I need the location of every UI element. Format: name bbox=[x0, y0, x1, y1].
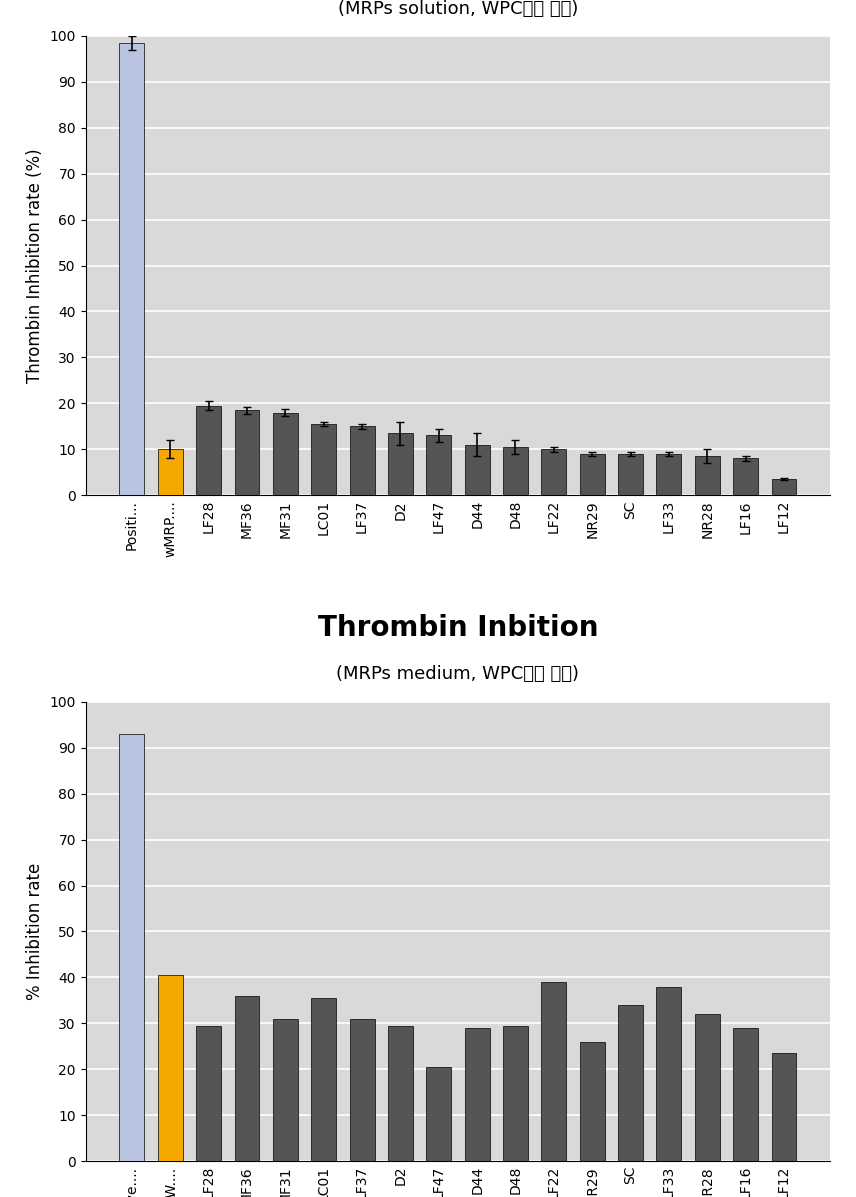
Text: (MRPs medium, WPC선발 균주): (MRPs medium, WPC선발 균주) bbox=[336, 666, 580, 683]
Bar bbox=[120, 734, 145, 1161]
Bar bbox=[235, 411, 259, 496]
Bar bbox=[349, 426, 375, 496]
Bar bbox=[426, 1067, 451, 1161]
Bar bbox=[541, 982, 567, 1161]
Bar bbox=[158, 449, 182, 496]
Bar bbox=[273, 413, 298, 496]
Bar bbox=[734, 458, 758, 496]
Bar bbox=[771, 479, 796, 496]
Bar bbox=[349, 1019, 375, 1161]
Bar bbox=[503, 446, 528, 496]
Bar bbox=[580, 454, 604, 496]
Bar bbox=[388, 433, 413, 496]
Bar bbox=[734, 1028, 758, 1161]
Bar bbox=[235, 996, 259, 1161]
Bar bbox=[657, 986, 681, 1161]
Bar bbox=[541, 449, 567, 496]
Bar bbox=[618, 454, 643, 496]
Bar bbox=[465, 444, 490, 496]
Bar bbox=[196, 1026, 221, 1161]
Bar bbox=[618, 1005, 643, 1161]
Text: Thrombin Inbition: Thrombin Inbition bbox=[318, 614, 598, 642]
Bar bbox=[695, 1014, 720, 1161]
Bar bbox=[503, 1026, 528, 1161]
Bar bbox=[580, 1041, 604, 1161]
Bar bbox=[312, 998, 336, 1161]
Bar bbox=[771, 1053, 796, 1161]
Bar bbox=[465, 1028, 490, 1161]
Bar bbox=[388, 1026, 413, 1161]
Y-axis label: Thrombin Inhibition rate (%): Thrombin Inhibition rate (%) bbox=[26, 148, 44, 383]
Bar bbox=[657, 454, 681, 496]
Y-axis label: % Inhibition rate: % Inhibition rate bbox=[26, 863, 44, 999]
Bar bbox=[196, 406, 221, 496]
Bar bbox=[120, 43, 145, 496]
Bar bbox=[695, 456, 720, 496]
Bar bbox=[426, 436, 451, 496]
Bar bbox=[158, 976, 182, 1161]
Bar bbox=[273, 1019, 298, 1161]
Bar bbox=[312, 424, 336, 496]
Text: (MRPs solution, WPC선발 균주): (MRPs solution, WPC선발 균주) bbox=[338, 0, 578, 18]
